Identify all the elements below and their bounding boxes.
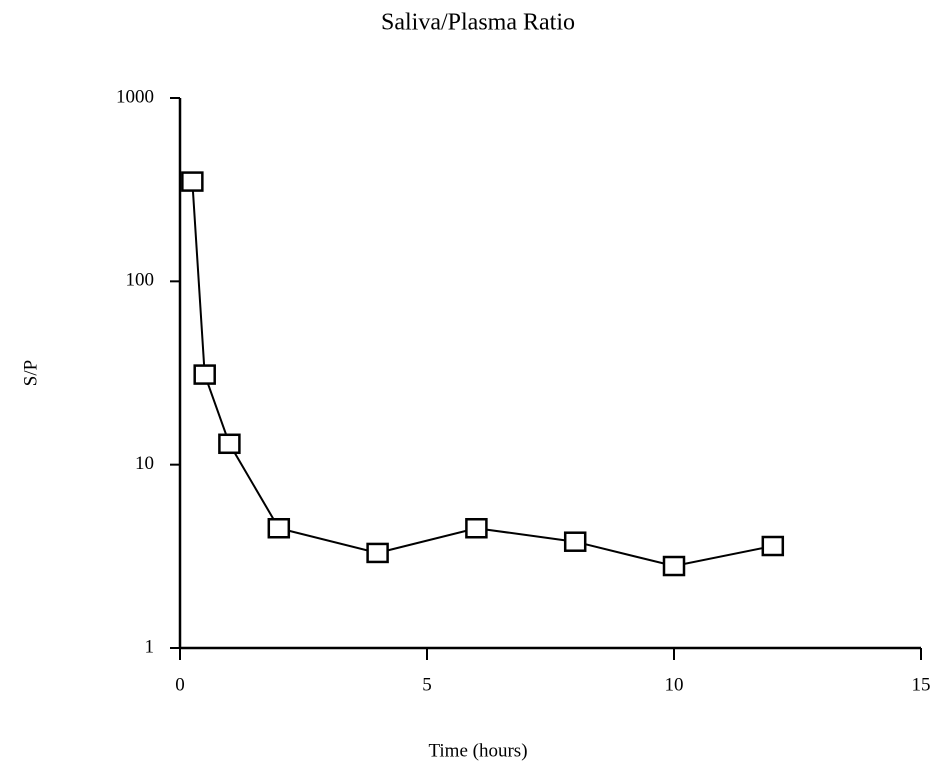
marker (563, 531, 587, 552)
chart-title: Saliva/Plasma Ratio (381, 10, 575, 36)
marker (761, 535, 785, 557)
marker (218, 433, 241, 455)
marker (193, 364, 216, 385)
x-tick-label: 10 (665, 674, 684, 695)
marker (662, 555, 686, 577)
y-tick-label: 10 (135, 453, 154, 474)
y-tick-label: 100 (126, 270, 155, 291)
marker (267, 517, 291, 539)
marker (181, 171, 204, 192)
y-tick-label: 1000 (116, 86, 154, 107)
marker (366, 542, 389, 564)
marker (465, 517, 488, 539)
x-tick-label: 0 (175, 674, 185, 695)
line (191, 181, 773, 568)
x-tick-label: 15 (912, 674, 931, 695)
x-tick-label: 5 (422, 674, 432, 695)
y-tick-label: 1 (145, 636, 155, 657)
y-axis-label: S/P (20, 360, 41, 386)
x-axis-label: Time (hours) (428, 740, 527, 761)
